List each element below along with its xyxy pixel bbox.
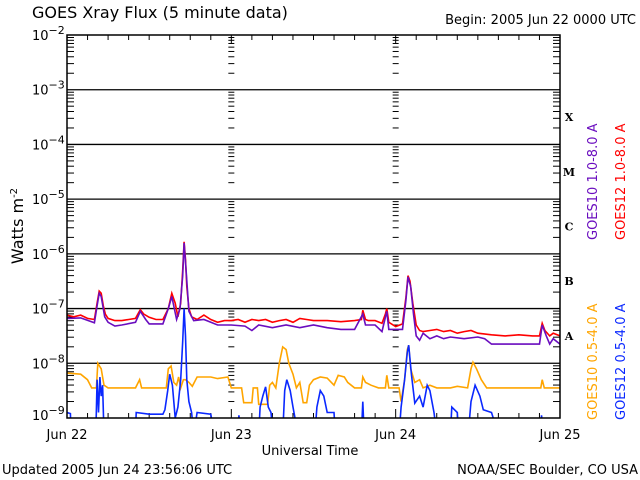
flare-class-label: X <box>565 111 574 124</box>
flare-class-label: A <box>564 330 574 343</box>
begin-label: Begin: 2005 Jun 22 0000 UTC <box>445 13 636 28</box>
y-tick-labels: 10−2 10−3 10−4 10−5 10−6 10−7 10−8 10−9 <box>32 24 65 424</box>
flare-class-labels: X M C B A <box>563 111 575 343</box>
y-axis-label: Watts m-2 <box>8 188 27 264</box>
y-tick-label: 10−9 <box>32 404 65 424</box>
series-line-goes10-0-5-4-0-a <box>67 344 560 406</box>
axis-ticks <box>66 35 561 418</box>
updated-timestamp: Updated 2005 Jun 24 23:56:06 UTC <box>2 463 232 478</box>
plot-frame <box>66 34 561 419</box>
y-tick-label: 10−2 <box>32 24 65 44</box>
series-line-goes12-1-0-8-0-a <box>67 241 560 337</box>
x-tick-label: Jun 25 <box>539 428 581 443</box>
series-line-goes12-0-5-4-0-a <box>67 308 543 418</box>
series-line-goes10-1-0-8-0-a <box>67 242 560 346</box>
legend-goes12-long: GOES12 1.0-8.0 A <box>614 123 629 240</box>
x-tick-label: Jun 24 <box>374 428 416 443</box>
series-group <box>67 241 560 418</box>
y-tick-label: 10−5 <box>32 188 65 208</box>
chart-title: GOES Xray Flux (5 minute data) <box>32 3 288 22</box>
x-tick-label: Jun 22 <box>46 428 88 443</box>
x-tick-labels: Jun 22 Jun 23 Jun 24 Jun 25 <box>46 428 581 443</box>
y-tick-label: 10−6 <box>32 243 65 263</box>
y-tick-label: 10−8 <box>32 352 65 372</box>
y-tick-label: 10−4 <box>32 133 65 153</box>
grid-lines <box>67 89 560 364</box>
x-tick-label: Jun 23 <box>210 428 252 443</box>
y-tick-label: 10−7 <box>32 298 65 318</box>
flare-class-label: M <box>563 166 575 179</box>
flare-class-label: B <box>564 275 573 288</box>
flare-class-label: C <box>565 221 574 234</box>
x-axis-label: Universal Time <box>262 444 359 459</box>
legend-goes12-short: GOES12 0.5-4.0 A <box>614 303 629 420</box>
legend-goes10-short: GOES10 0.5-4.0 A <box>586 303 601 420</box>
y-tick-label: 10−3 <box>32 79 65 99</box>
source-credit: NOAA/SEC Boulder, CO USA <box>457 463 638 478</box>
legend-goes10-long: GOES10 1.0-8.0 A <box>586 123 601 240</box>
